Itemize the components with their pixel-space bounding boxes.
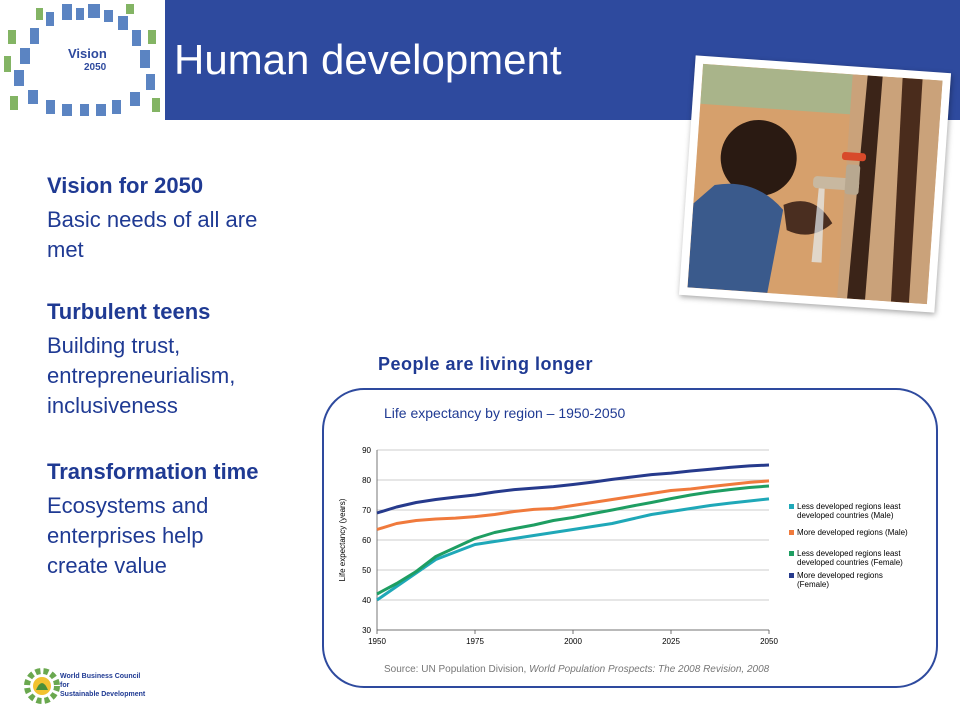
vision-2050-logo: Vision 2050 xyxy=(0,0,165,120)
wbcsd-logo: World Business Council for Sustainable D… xyxy=(18,664,158,710)
section-body-line: create value xyxy=(47,553,167,578)
wbcsd-text: World Business Council for Sustainable D… xyxy=(60,672,150,699)
section-body-line: inclusiveness xyxy=(47,393,178,418)
logo-text: Vision 2050 xyxy=(62,40,114,80)
section-heading: Vision for 2050 xyxy=(47,173,204,198)
logo-mosaic xyxy=(4,4,160,116)
logo-year: 2050 xyxy=(84,62,107,73)
chart-heading: People are living longer xyxy=(378,354,594,374)
section-body-line: entrepreneurialism, xyxy=(47,363,236,388)
section-body-line: Building trust, xyxy=(47,333,181,358)
wbcsd-line2: Sustainable Development xyxy=(60,691,146,698)
section-body-line: Ecosystems and xyxy=(47,493,209,518)
wbcsd-emblem-icon xyxy=(24,668,60,704)
photo-illustration xyxy=(687,63,943,305)
section-body-line: Basic needs of all are xyxy=(47,207,258,232)
section-transformation: Transformation time Ecosystems and enter… xyxy=(47,459,258,581)
chart-source: Source: UN Population Division, World Po… xyxy=(384,664,769,675)
chart-title: Life expectancy by region – 1950-2050 xyxy=(384,405,626,421)
section-vision: Vision for 2050 Basic needs of all are m… xyxy=(47,173,257,265)
slide-title: Human development xyxy=(174,36,562,83)
section-heading: Transformation time xyxy=(47,459,259,484)
source-prefix: Source: UN Population Division, xyxy=(384,664,530,675)
wbcsd-line1: World Business Council for xyxy=(60,673,141,689)
source-title: World Population Prospects: The 2008 Rev… xyxy=(529,664,770,675)
chart-frame xyxy=(322,388,938,688)
section-heading: Turbulent teens xyxy=(47,299,211,324)
logo-vision: Vision xyxy=(68,46,107,61)
section-body-line: met xyxy=(47,237,84,262)
section-body-line: enterprises help xyxy=(47,523,204,548)
photo-image xyxy=(687,63,943,305)
photo-child-drinking-water xyxy=(678,55,952,313)
section-turbulent: Turbulent teens Building trust, entrepre… xyxy=(47,299,235,421)
